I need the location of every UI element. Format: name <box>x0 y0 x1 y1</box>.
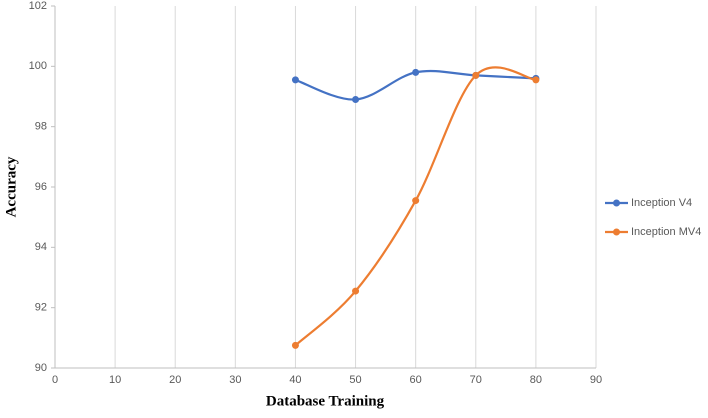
y-tick-label: 98 <box>35 121 47 133</box>
y-tick-label: 96 <box>35 181 47 193</box>
legend-label: Inception MV4 <box>631 226 701 238</box>
data-point <box>472 71 480 79</box>
x-tick-label: 20 <box>169 374 181 386</box>
y-tick-label: 94 <box>35 241 47 253</box>
x-tick-label: 30 <box>229 374 241 386</box>
x-tick-label: 40 <box>289 374 301 386</box>
legend-marker <box>613 199 620 207</box>
legend-label: Inception V4 <box>631 197 692 209</box>
x-tick-label: 70 <box>470 374 482 386</box>
data-point <box>352 287 360 295</box>
data-point <box>291 76 299 84</box>
y-tick-label: 102 <box>29 0 47 12</box>
data-point <box>291 341 299 349</box>
data-point <box>352 96 360 104</box>
data-point <box>532 76 540 84</box>
legend-marker <box>613 228 620 236</box>
data-point <box>412 68 420 76</box>
x-tick-label: 10 <box>109 374 121 386</box>
x-tick-label: 50 <box>349 374 361 386</box>
x-tick-label: 80 <box>530 374 542 386</box>
x-tick-label: 90 <box>590 374 602 386</box>
y-axis-title: Accuracy <box>3 156 19 217</box>
y-tick-label: 92 <box>35 302 47 314</box>
y-tick-label: 100 <box>29 60 47 72</box>
y-tick-label: 90 <box>35 362 47 374</box>
x-tick-label: 0 <box>52 374 58 386</box>
data-point <box>412 197 420 205</box>
x-tick-label: 60 <box>410 374 422 386</box>
x-axis-title: Database Training <box>266 393 385 409</box>
